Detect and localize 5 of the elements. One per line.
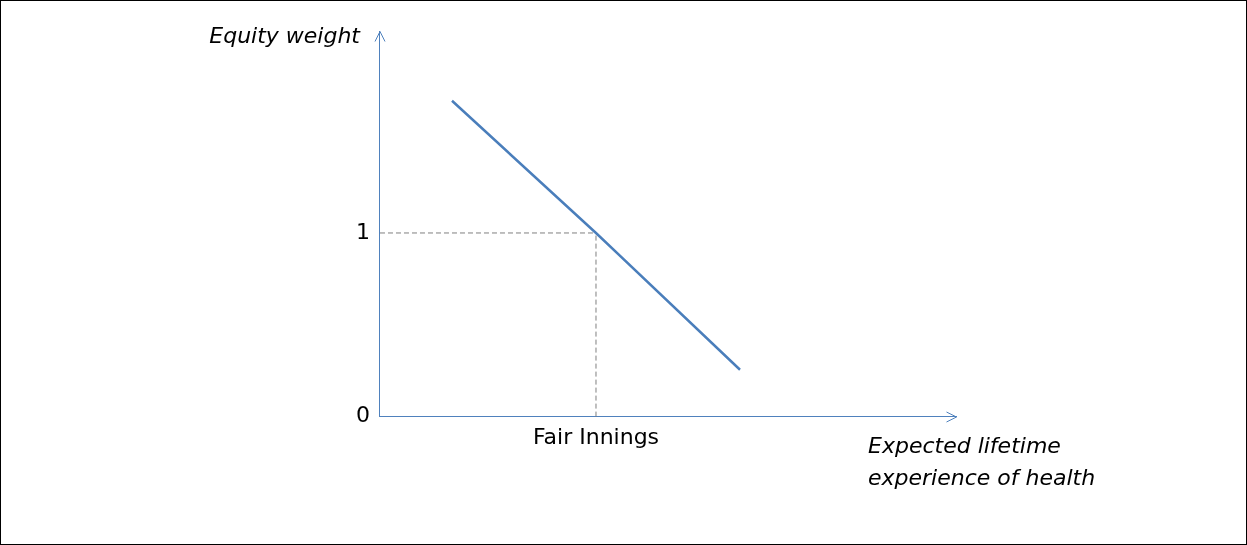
- y-axis-title: Equity weight: [209, 22, 362, 48]
- x-tick-label: Fair Innings: [532, 423, 660, 449]
- y-tick-label: 1: [356, 218, 370, 244]
- x-axis-title: Expected lifetime experience of health: [868, 433, 1096, 491]
- y-tick-label: 0: [356, 402, 370, 428]
